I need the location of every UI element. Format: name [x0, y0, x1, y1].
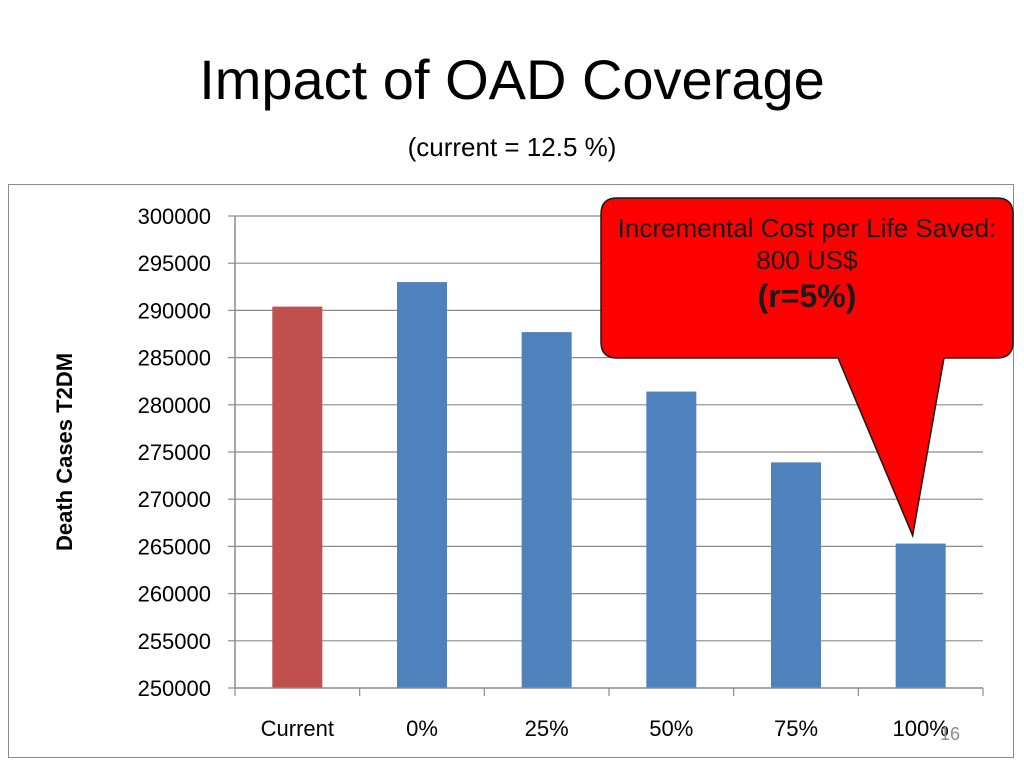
y-tick-label: 270000 — [138, 487, 211, 512]
chart-frame — [8, 184, 1014, 758]
y-tick-label: 290000 — [138, 298, 211, 323]
callout-line2: (r=5%) — [757, 278, 857, 314]
y-tick-label: 260000 — [138, 582, 211, 607]
page-number: 16 — [940, 724, 961, 744]
y-tick-label: 265000 — [138, 534, 211, 559]
x-tick-label: 50% — [649, 716, 693, 741]
y-tick-label: 275000 — [138, 440, 211, 465]
slide-subtitle: (current = 12.5 %) — [407, 132, 617, 162]
y-tick-label: 300000 — [138, 204, 211, 229]
x-tick-label: 0% — [406, 716, 438, 741]
y-tick-label: 280000 — [138, 393, 211, 418]
callout-bubble — [600, 197, 1014, 539]
x-tick-label: 75% — [774, 716, 818, 741]
bar-Current — [272, 306, 323, 688]
bar-25% — [521, 332, 572, 688]
y-tick-label: 255000 — [138, 629, 211, 654]
bar-75% — [771, 462, 821, 688]
y-tick-label: 250000 — [138, 676, 211, 701]
bar-50% — [646, 391, 697, 688]
callout-text: Incremental Cost per Life Saved: 800 US$… — [604, 212, 1010, 316]
x-tick-label: Current — [261, 716, 334, 741]
y-tick-label: 285000 — [138, 346, 211, 371]
bar-0% — [397, 282, 447, 688]
x-tick-label: 25% — [525, 716, 569, 741]
callout-line1: Incremental Cost per Life Saved: 800 US$ — [617, 213, 997, 275]
y-tick-label: 295000 — [138, 251, 211, 276]
bar-100% — [895, 543, 946, 688]
x-tick-label: 100% — [893, 716, 949, 741]
y-axis-title: Death Cases T2DM — [52, 353, 77, 551]
slide-title: Impact of OAD Coverage — [199, 48, 825, 111]
